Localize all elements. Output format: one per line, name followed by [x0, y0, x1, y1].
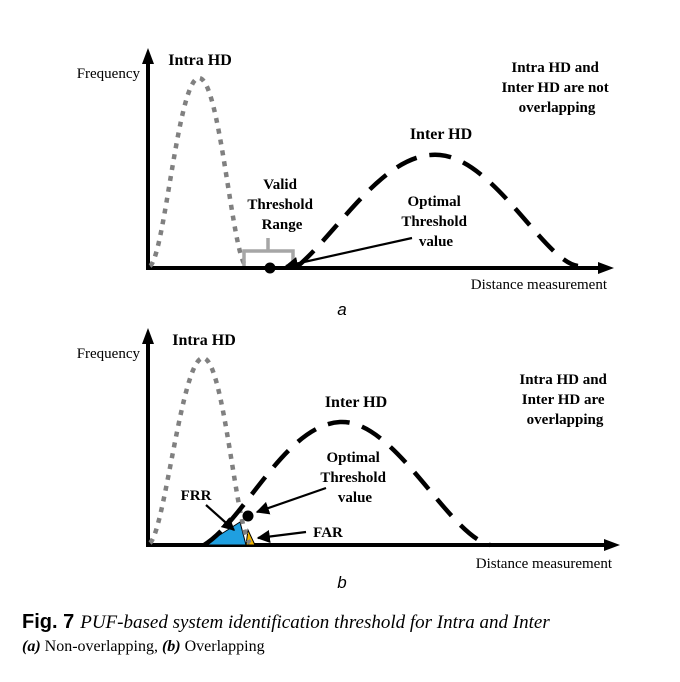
panel-b-note-line: Inter HD are — [522, 392, 605, 408]
panel-a-note-line: overlapping — [519, 100, 596, 116]
caption-line-2: (a) Non-overlapping, (b) Overlapping — [22, 637, 662, 656]
panel-b-optimal-label: Optimal Threshold value — [320, 450, 389, 506]
panel-b-x-arrow — [604, 539, 620, 551]
panel-b-sublabel: b — [337, 573, 346, 592]
panel-b-inter-label: Inter HD — [325, 394, 387, 411]
panel-a-optimal-point — [264, 262, 276, 274]
panel-a-inter-label: Inter HD — [410, 126, 472, 143]
panel-a-optimal-line: Threshold — [401, 214, 467, 230]
panel-b-y-axis-label: Frequency — [77, 346, 141, 362]
panel-b-note: Intra HD and Inter HD are overlapping — [519, 372, 610, 428]
panel-b-note-line: Intra HD and — [519, 372, 607, 388]
panel-b-inter-curve — [202, 419, 491, 548]
panel-a-valid-line: Threshold — [247, 197, 313, 213]
panel-a-optimal-pointer — [284, 236, 413, 270]
panel-b-optimal-point — [242, 510, 254, 522]
panel-a-inter-curve — [296, 152, 579, 269]
panel-a-x-arrow — [598, 262, 614, 274]
panel-a-valid-label: Valid Threshold Range — [247, 177, 316, 233]
caption-a-text: Non-overlapping, — [40, 637, 162, 655]
panel-a-sublabel: a — [337, 300, 346, 319]
panel-a-valid-range-bracket — [242, 238, 295, 266]
panel-b-intra-label: Intra HD — [172, 332, 236, 349]
panel-a-intra-label: Intra HD — [168, 52, 232, 69]
caption-b-tag: (b) — [161, 637, 181, 655]
panel-b-frr-pointer — [205, 504, 235, 531]
panel-b-x-axis-label: Distance measurement — [476, 556, 613, 572]
panel-b-far-pointer — [256, 529, 307, 544]
panel-a-optimal-line: value — [419, 234, 454, 250]
panel-a-note-line: Intra HD and — [511, 60, 599, 76]
panel-a-optimal-label: Optimal Threshold value — [401, 194, 470, 250]
panel-b-optimal-line: Threshold — [320, 470, 386, 486]
panel-b: Frequency Distance measurement Intra HD … — [77, 328, 620, 592]
panel-a-y-arrow — [142, 48, 154, 64]
panel-a: Frequency Distance measurement Intra HD … — [77, 48, 614, 319]
panel-a-optimal-line: Optimal — [407, 194, 460, 210]
panel-a-note-line: Inter HD are not — [501, 80, 608, 96]
caption-a-tag: (a) — [22, 637, 41, 655]
panel-b-optimal-pointer — [255, 486, 327, 515]
panel-a-y-axis-label: Frequency — [77, 66, 141, 82]
panel-b-far-label: FAR — [313, 525, 343, 541]
panel-b-optimal-line: Optimal — [326, 450, 379, 466]
panel-b-frr-label: FRR — [181, 488, 212, 504]
panel-b-optimal-line: value — [338, 490, 373, 506]
panel-a-intra-curve — [148, 75, 248, 268]
panel-a-valid-line: Range — [262, 217, 303, 233]
panel-a-x-axis-label: Distance measurement — [471, 277, 608, 293]
figure-caption: Fig. 7 PUF-based system identification th… — [22, 610, 662, 656]
panel-a-note: Intra HD and Inter HD are not overlappin… — [501, 60, 612, 116]
panel-a-valid-line: Valid — [263, 177, 297, 193]
panel-b-note-line: overlapping — [527, 412, 604, 428]
caption-b-text: Overlapping — [180, 637, 265, 655]
caption-fig-label: Fig. 7 — [22, 611, 75, 633]
panel-b-y-arrow — [142, 328, 154, 344]
caption-line-1: Fig. 7 PUF-based system identification th… — [22, 610, 662, 635]
caption-title: PUF-based system identification threshol… — [80, 612, 550, 633]
